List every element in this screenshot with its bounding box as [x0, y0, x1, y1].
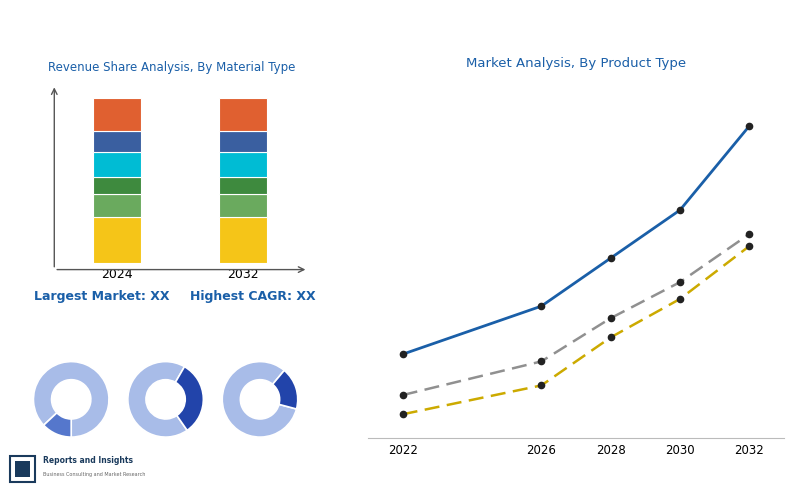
Wedge shape [44, 413, 71, 437]
Bar [219, 217, 266, 263]
Bar [10, 456, 35, 482]
Text: Business Consulting and Market Research: Business Consulting and Market Research [42, 472, 145, 477]
Text: Revenue Share Analysis, By Material Type: Revenue Share Analysis, By Material Type [48, 61, 295, 74]
Text: Largest Market: XX: Largest Market: XX [34, 290, 169, 303]
Bar [94, 217, 141, 263]
Bar [94, 177, 141, 193]
Bar [219, 193, 266, 217]
Bar [94, 98, 141, 131]
Bar [219, 177, 266, 193]
Text: Reports and Insights: Reports and Insights [42, 456, 133, 465]
Bar [219, 152, 266, 177]
Text: GLOBAL COMPOSTABLE FLEXIBLE PACKAGING MARKET SEGMENT ANALYSIS: GLOBAL COMPOSTABLE FLEXIBLE PACKAGING MA… [12, 28, 549, 41]
Title: Market Analysis, By Product Type: Market Analysis, By Product Type [466, 57, 686, 70]
Wedge shape [34, 361, 109, 437]
Bar [219, 131, 266, 152]
Wedge shape [273, 371, 298, 409]
Bar [14, 461, 30, 477]
Bar [94, 152, 141, 177]
Wedge shape [222, 361, 297, 437]
Bar [94, 131, 141, 152]
Wedge shape [128, 361, 187, 437]
Text: Highest CAGR: XX: Highest CAGR: XX [190, 290, 316, 303]
Bar [219, 98, 266, 131]
Bar [94, 193, 141, 217]
Wedge shape [175, 367, 203, 431]
